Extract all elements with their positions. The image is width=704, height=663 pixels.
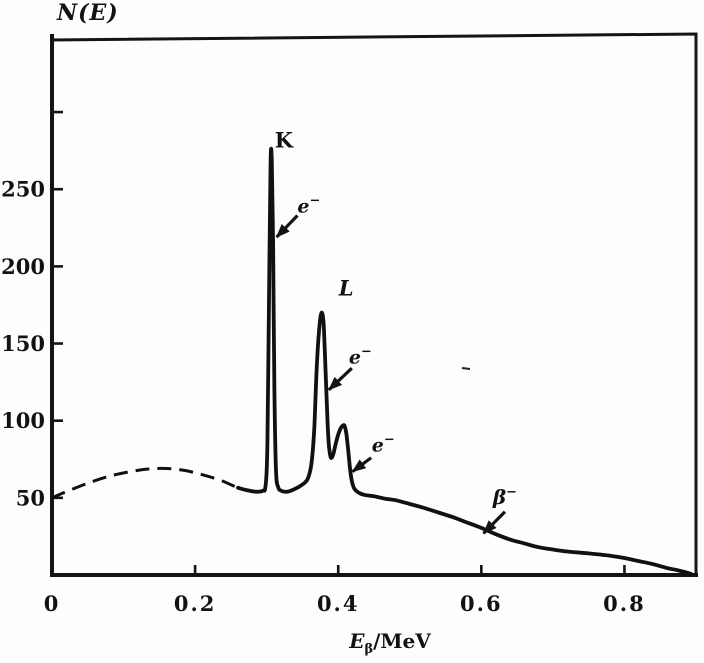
frame-top-right [50, 32, 698, 577]
plot-frame [50, 32, 698, 577]
y-tick-label-150: 150 [1, 331, 45, 356]
x-tick-label-0.2: 0.2 [174, 591, 217, 616]
annotation-K: K [275, 128, 294, 153]
y-tick-label-100: 100 [1, 408, 45, 433]
x-tick-label-0.8: 0.8 [603, 591, 646, 616]
annotation-e3: e− [372, 433, 395, 457]
annotation-e1: e− [297, 193, 320, 217]
y-tick-label-200: 200 [1, 254, 45, 279]
axis-ticks [52, 110, 626, 575]
annotation-arrow-e3 [351, 456, 373, 473]
axis-lines [50, 34, 698, 577]
x-axis-symbol: E [349, 629, 365, 653]
curve-measured-spectrum [236, 146, 693, 576]
annotation-arrow-e2 [327, 367, 353, 391]
annotation-e2: e− [349, 345, 372, 369]
y-axis-title-text: N(E) [57, 0, 119, 26]
annotation-arrow-beta [482, 510, 507, 535]
x-axis-unit: /MeV [373, 629, 431, 653]
y-axis-title: N(E) [57, 0, 119, 26]
annotation-arrow-e1 [275, 214, 299, 239]
scan-speckle [461, 367, 471, 370]
x-tick-label-0.6: 0.6 [460, 591, 503, 616]
x-axis-subscript: β [364, 642, 374, 657]
axis-tick-labels: 50 100 150 200 250 0 0.2 0.4 0.6 0.8 [1, 177, 646, 616]
annotation-beta: β− [492, 485, 517, 509]
x-tick-label-0.4: 0.4 [317, 591, 360, 616]
spectrum-curves [51, 146, 693, 576]
y-tick-label-50: 50 [16, 485, 45, 510]
y-tick-label-250: 250 [1, 177, 45, 202]
x-axis-title: Eβ/MeV [100, 629, 680, 657]
x-tick-label-0: 0 [44, 591, 61, 616]
curve-beta-continuum-extrapolated [51, 466, 239, 500]
annotation-L: L [338, 276, 354, 301]
